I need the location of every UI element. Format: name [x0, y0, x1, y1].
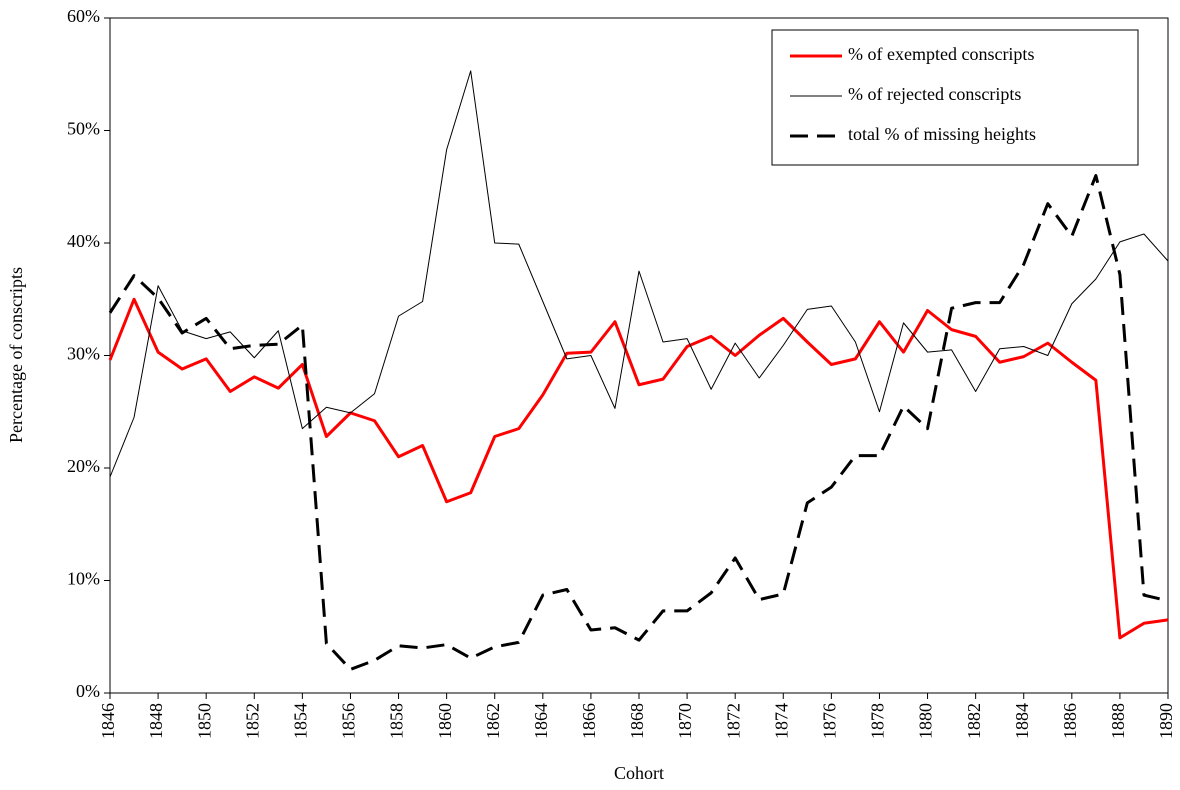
x-tick-label: 1850: [194, 703, 214, 739]
x-tick-label: 1856: [339, 703, 359, 739]
x-tick-label: 1846: [98, 703, 118, 739]
legend-box: [771, 29, 1139, 166]
y-tick-label: 10%: [67, 569, 100, 589]
x-tick-label: 1876: [819, 703, 839, 739]
x-tick-label: 1874: [771, 703, 791, 739]
x-tick-label: 1878: [868, 703, 888, 739]
y-tick-label: 20%: [67, 456, 100, 476]
x-tick-label: 1884: [1012, 703, 1032, 739]
y-axis-label: Percentage of conscripts: [6, 267, 26, 443]
series-line: [108, 297, 1169, 640]
x-tick-label: 1890: [1156, 703, 1176, 739]
x-tick-label: 1858: [387, 703, 407, 739]
x-tick-label: 1864: [531, 703, 551, 739]
legend-label: % of exempted conscripts: [848, 44, 1034, 64]
legend-label: total % of missing heights: [848, 124, 1036, 144]
x-tick-label: 1852: [242, 703, 262, 739]
x-axis-label: Cohort: [614, 763, 664, 783]
x-tick-label: 1866: [579, 703, 599, 739]
y-tick-label: 0%: [76, 681, 100, 701]
y-tick-label: 30%: [67, 344, 100, 364]
x-tick-label: 1848: [146, 703, 166, 739]
x-tick-label: 1854: [290, 703, 310, 739]
series-line: [109, 70, 1169, 478]
y-tick-label: 60%: [67, 6, 100, 26]
x-tick-label: 1880: [916, 703, 936, 739]
x-tick-label: 1882: [964, 703, 984, 739]
x-tick-label: 1886: [1060, 703, 1080, 739]
x-tick-label: 1888: [1108, 703, 1128, 739]
x-tick-label: 1862: [483, 703, 503, 739]
legend-label: % of rejected conscripts: [848, 84, 1021, 104]
x-tick-label: 1868: [627, 703, 647, 739]
x-tick-label: 1872: [723, 703, 743, 739]
y-tick-label: 40%: [67, 231, 100, 251]
y-tick-label: 50%: [67, 119, 100, 139]
x-tick-label: 1860: [435, 703, 455, 739]
series-line: [108, 174, 1169, 671]
x-tick-label: 1870: [675, 703, 695, 739]
